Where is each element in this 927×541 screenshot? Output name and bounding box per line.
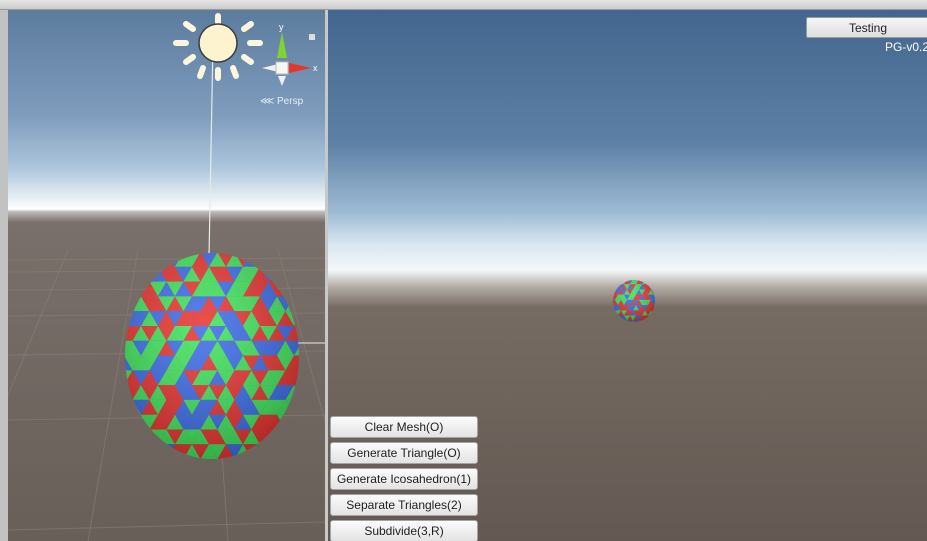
generate-icosahedron-button[interactable]: Generate Icosahedron(1)	[330, 468, 478, 490]
icosphere-game	[613, 280, 655, 322]
version-label: PG-v0.2	[885, 40, 927, 54]
generate-triangle-button[interactable]: Generate Triangle(O)	[330, 442, 478, 464]
subdivide-button[interactable]: Subdivide(3,R)	[330, 520, 478, 541]
gizmo-x-label: x	[313, 63, 318, 73]
orientation-gizmo-icon[interactable]: y x	[256, 20, 322, 92]
testing-button[interactable]: Testing	[806, 17, 927, 38]
lock-icon[interactable]	[309, 34, 315, 40]
editor-toolbar	[0, 0, 927, 10]
game-view: Testing PG-v0.2 Clear Mesh(O) Generate T…	[328, 10, 927, 541]
light-direction-line	[208, 39, 214, 259]
projection-label[interactable]: ⋘ Persp	[260, 96, 304, 107]
gizmo-y-label: y	[279, 22, 284, 32]
separate-triangles-button[interactable]: Separate Triangles(2)	[330, 494, 478, 516]
scene-view[interactable]: y x ⋘ Persp	[8, 10, 325, 541]
clear-mesh-button[interactable]: Clear Mesh(O)	[330, 416, 478, 438]
icosphere-scene[interactable]	[124, 252, 304, 462]
view-divider[interactable]	[325, 10, 328, 541]
sun-icon[interactable]	[168, 12, 268, 92]
